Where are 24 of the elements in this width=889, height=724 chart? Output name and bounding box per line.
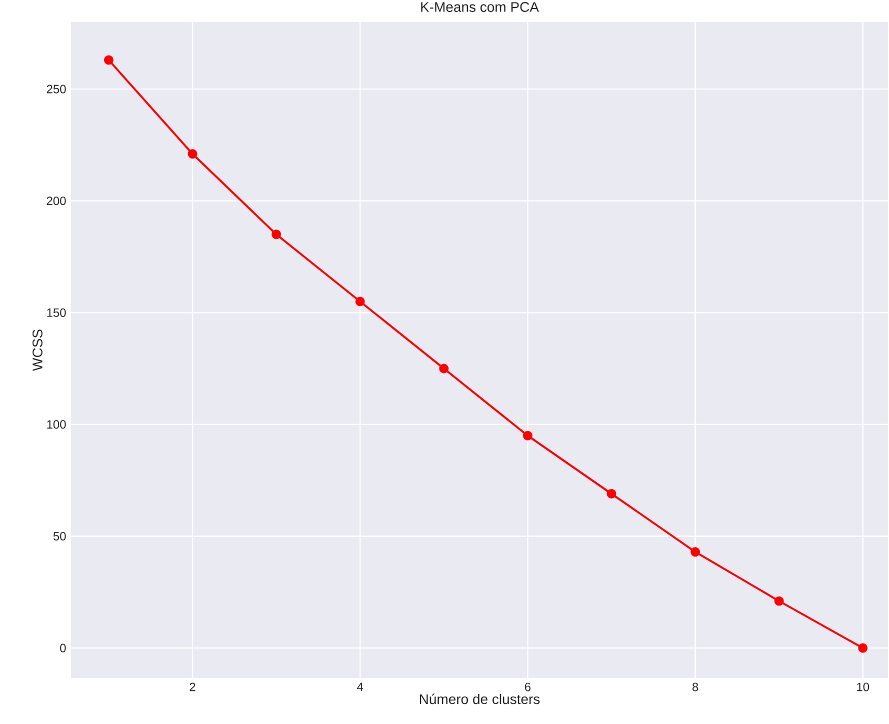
x-tick-label: 2 bbox=[190, 682, 196, 692]
point bbox=[272, 230, 282, 240]
chart-title: K-Means com PCA bbox=[421, 2, 539, 12]
y-tick-label: 200 bbox=[46, 196, 66, 206]
x-tick-label: 4 bbox=[357, 682, 364, 691]
point bbox=[355, 296, 365, 306]
point bbox=[690, 547, 700, 557]
point bbox=[858, 643, 868, 653]
point bbox=[606, 489, 616, 498]
x-tick-label: 6 bbox=[524, 682, 530, 692]
y-tick-label: 250 bbox=[46, 84, 66, 94]
y-tick-label: 50 bbox=[53, 532, 66, 540]
y-tick-label: 100 bbox=[47, 420, 66, 429]
point bbox=[774, 596, 784, 606]
point bbox=[188, 149, 198, 159]
point bbox=[104, 55, 114, 65]
point bbox=[522, 430, 532, 440]
x-tick-label: 10 bbox=[857, 682, 870, 692]
y-tick-label: 0 bbox=[60, 644, 66, 652]
y-tick-label: 150 bbox=[47, 308, 66, 317]
x-tick-label: 8 bbox=[692, 682, 698, 692]
x-axis-title: Número de clusters bbox=[420, 694, 540, 704]
y-axis-title: WCSS bbox=[32, 330, 42, 371]
point bbox=[439, 364, 449, 374]
